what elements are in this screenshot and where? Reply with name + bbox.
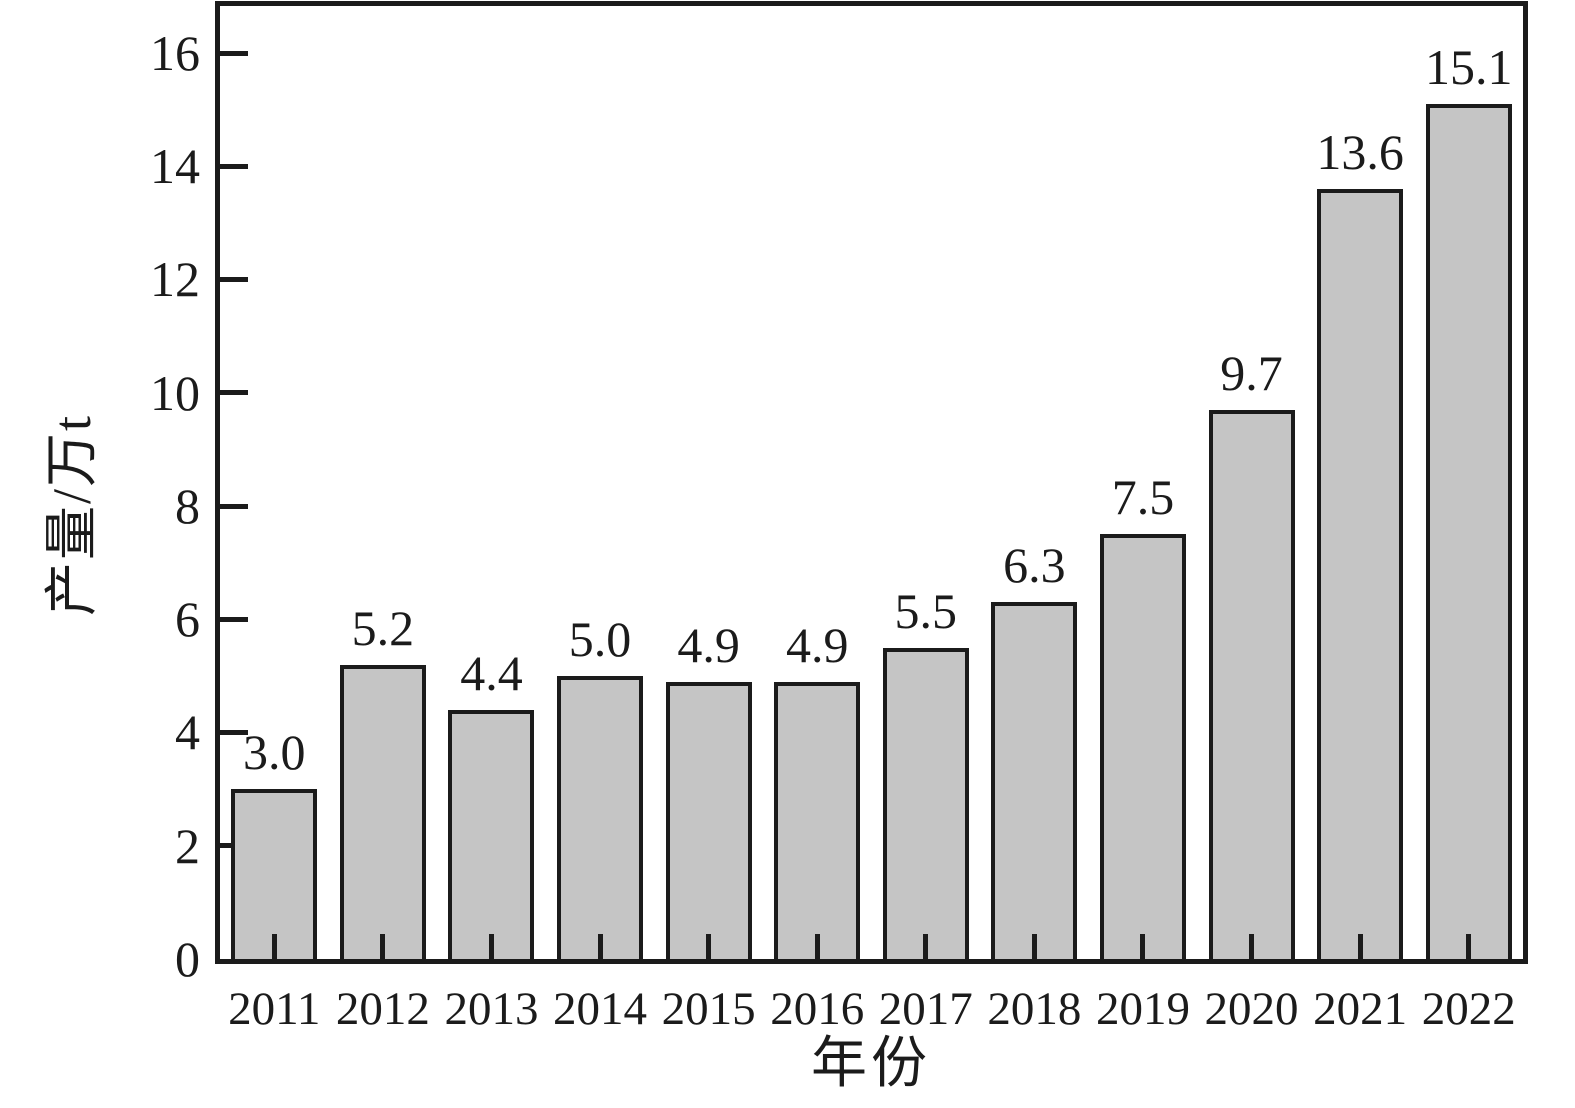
plot-area: 3.0 5.2 4.4 5.0 4.9 4.9 5.5 6.3 7.5 9.7 13.6 15.1 (215, 1, 1528, 964)
y-axis-tick-label: 0 (175, 931, 200, 987)
x-axis-tick-label: 2016 (770, 983, 865, 1035)
x-axis-tick (923, 934, 929, 959)
x-axis-tick-label: 2022 (1421, 983, 1516, 1035)
y-axis-tick (220, 730, 248, 735)
x-axis-tick-label: 2012 (335, 983, 430, 1035)
x-axis-tick (271, 934, 277, 959)
bar (1425, 103, 1512, 959)
bar-value-label: 7.5 (1111, 469, 1175, 526)
x-axis-tick (1140, 934, 1146, 959)
x-axis-tick (1466, 934, 1472, 959)
bar (231, 789, 318, 959)
y-axis-tick-label: 4 (175, 704, 200, 761)
y-axis-tick-label: 10 (150, 364, 200, 421)
bar (1099, 534, 1186, 959)
bar-value-label: 15.1 (1424, 38, 1513, 95)
x-axis-tick (1357, 934, 1363, 959)
y-axis-tick (220, 277, 248, 282)
bar (1317, 188, 1404, 959)
y-axis-tick (220, 163, 248, 169)
x-axis-tick (1031, 934, 1037, 959)
x-axis-tick-label: 2014 (553, 983, 648, 1035)
bar-value-label: 3.0 (243, 724, 306, 781)
bar (339, 664, 426, 959)
y-axis-tick-label: 2 (175, 817, 200, 874)
y-axis-tick (220, 390, 248, 396)
bar-value-label: 4.9 (677, 616, 740, 673)
x-axis-tick (380, 934, 386, 959)
x-axis-tick-label: 2017 (878, 983, 973, 1035)
x-axis-tick-label: 2011 (228, 983, 321, 1035)
y-axis-tick (220, 50, 248, 56)
y-axis-tick-label: 16 (150, 24, 200, 81)
x-axis-tick-label: 2021 (1313, 983, 1408, 1035)
bar-value-label: 9.7 (1220, 344, 1283, 401)
x-axis-tick (597, 934, 603, 959)
x-axis-tick-label: 2013 (444, 983, 539, 1035)
bar (448, 709, 535, 959)
x-axis-tick (706, 934, 712, 959)
bar (557, 675, 644, 959)
y-axis-tick-label: 8 (175, 477, 200, 534)
y-axis-tick (220, 616, 248, 622)
y-axis-tick (220, 503, 248, 509)
bar (774, 681, 861, 959)
bar (882, 647, 969, 959)
bar (665, 681, 752, 959)
x-axis-title: 年份 (811, 1033, 931, 1095)
x-axis-tick (814, 934, 820, 959)
bar-value-label: 5.2 (351, 599, 415, 656)
bar (1208, 409, 1295, 959)
bar-value-label: 4.4 (460, 644, 523, 701)
bar-value-label: 13.6 (1316, 123, 1404, 180)
bar-value-label: 5.5 (894, 582, 958, 639)
bar-value-label: 6.3 (1003, 537, 1066, 594)
bar-value-label: 5.0 (568, 610, 632, 667)
x-axis-tick (488, 934, 494, 959)
x-axis-tick-label: 2019 (1095, 983, 1190, 1035)
x-axis-tick (1249, 934, 1255, 959)
x-axis-tick-label: 2020 (1204, 983, 1299, 1035)
y-axis-tick-label: 12 (150, 251, 200, 308)
x-axis-tick-label: 2018 (987, 983, 1082, 1035)
y-axis-tick-label: 6 (175, 591, 200, 648)
bar (991, 602, 1078, 959)
bar-value-label: 4.9 (785, 616, 849, 673)
x-axis-tick-label: 2015 (661, 983, 756, 1035)
y-axis-tick-label: 14 (150, 138, 200, 195)
